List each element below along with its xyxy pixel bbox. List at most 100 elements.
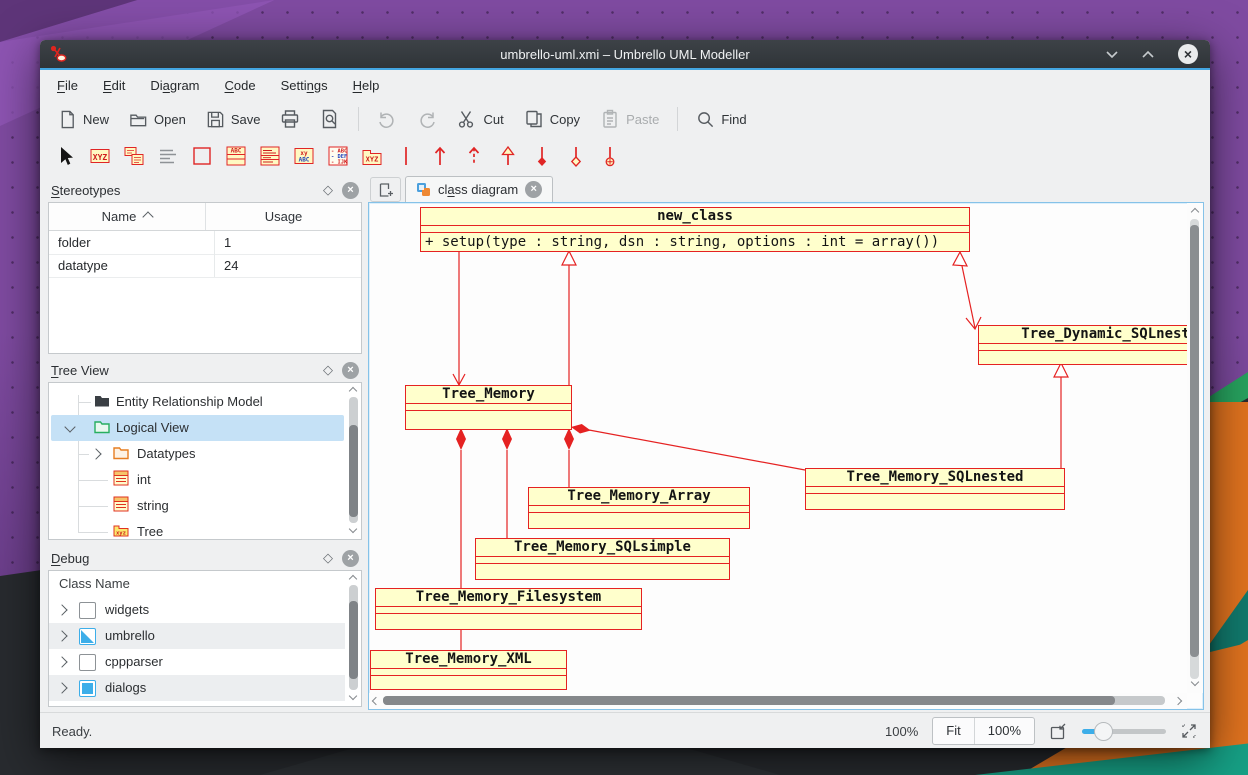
float-dock-icon[interactable]: ◇ [323,362,333,377]
scroll-down-icon[interactable] [1190,677,1200,687]
checkbox-unchecked[interactable] [79,602,96,619]
scroll-up-icon[interactable] [348,574,358,584]
minimize-button[interactable] [1106,50,1118,58]
close-dock-button[interactable]: × [342,361,359,379]
menu-file[interactable]: File [57,77,78,93]
close-dock-button[interactable]: × [342,181,359,199]
menu-settings[interactable]: Settings [280,77,328,93]
undo-button[interactable] [367,104,407,134]
table-row[interactable]: datatype 24 [49,254,361,278]
tree-item-tree[interactable]: xyz Tree [49,519,345,539]
composition-tree-memory-array[interactable] [564,428,574,488]
menu-edit[interactable]: Edit [102,77,126,93]
generalization-sqlnested-tree-dynamic[interactable] [1053,361,1069,468]
tree-item-string[interactable]: string [49,493,345,519]
menu-code[interactable]: Code [224,77,256,93]
copy-button[interactable]: Copy [514,104,590,134]
menu-help[interactable]: Help [352,77,380,93]
interface-tool[interactable] [256,142,284,170]
class-tool[interactable]: ABC [222,142,250,170]
uml-class-tree-memory-array[interactable]: Tree_Memory_Array [528,487,750,529]
stereotypes-dock-header[interactable]: Stereotypes ◇ × [48,178,362,202]
fit-button[interactable]: Fit [946,723,961,738]
expander-right-icon[interactable] [56,630,68,642]
diagram-canvas[interactable]: new_class + setup(type : string, dsn : s… [368,202,1204,710]
scrollbar-thumb[interactable] [1190,225,1199,657]
print-preview-button[interactable] [310,104,350,134]
dependency-tool[interactable] [460,142,488,170]
horizontal-scrollbar[interactable] [369,693,1187,709]
tree-item-entity-relationship-model[interactable]: Entity Relationship Model [49,389,345,415]
directed-association-tool[interactable] [426,142,454,170]
debug-dock-header[interactable]: Debug ◇ × [48,546,362,570]
scroll-down-icon[interactable] [348,524,358,534]
debug-item-widgets[interactable]: widgets [49,597,345,623]
tab-class-diagram[interactable]: class diagram × [405,176,554,202]
uml-class-tree-memory-sqlnested[interactable]: Tree_Memory_SQLnested [805,468,1065,510]
box-tool[interactable] [188,142,216,170]
composition-tool[interactable] [528,142,556,170]
checkbox-unchecked[interactable] [79,654,96,671]
uml-class-tree-memory-sqlsimple[interactable]: Tree_Memory_SQLsimple [475,538,730,580]
column-header-name[interactable]: Name [49,203,206,230]
expander-right-icon[interactable] [56,682,68,694]
aggregation-tool[interactable] [562,142,590,170]
expander-right-icon[interactable] [90,448,102,460]
expander-down-icon[interactable] [64,421,76,433]
expander-right-icon[interactable] [56,656,68,668]
object-tool[interactable]: XYZ [86,142,114,170]
containment-tool[interactable] [596,142,624,170]
expander-right-icon[interactable] [56,604,68,616]
tree-item-datatypes[interactable]: Datatypes [49,441,345,467]
tree-item-logical-view[interactable]: Logical View [49,415,345,441]
redo-button[interactable] [407,104,447,134]
scroll-down-icon[interactable] [348,691,358,701]
column-header-usage[interactable]: Usage [264,209,303,224]
find-button[interactable]: Find [686,104,756,134]
uml-class-new-class[interactable]: new_class + setup(type : string, dsn : s… [420,207,970,252]
association-tool[interactable] [392,142,420,170]
tree-item-int[interactable]: int [49,467,345,493]
save-button[interactable]: Save [196,104,271,134]
association-new-class-tree-memory[interactable] [452,250,466,387]
uml-class-tree-memory[interactable]: Tree_Memory [405,385,572,430]
scroll-left-icon[interactable] [371,696,381,706]
close-tab-button[interactable]: × [525,181,543,198]
uml-class-tree-memory-filesystem[interactable]: Tree_Memory_Filesystem [375,588,642,630]
zoom-100-button[interactable]: 100% [973,718,1034,744]
association-new-class-tree-dynamic[interactable] [952,250,982,331]
generalization-tool[interactable] [494,142,522,170]
scrollbar-thumb[interactable] [349,601,358,679]
menu-diagram[interactable]: Diagram [150,77,200,93]
generalization-tree-memory-new-class[interactable] [561,249,577,385]
composition-tree-memory-sqlsimple[interactable] [502,428,512,539]
paste-button[interactable]: Paste [590,104,669,134]
table-row[interactable]: folder 1 [49,231,361,255]
scroll-right-icon[interactable] [1173,696,1183,706]
composition-tree-memory-sqlnested[interactable] [571,424,806,471]
cut-button[interactable]: Cut [447,104,513,134]
checkbox-checked[interactable] [79,680,96,697]
zoom-slider[interactable] [1082,721,1166,741]
float-dock-icon[interactable]: ◇ [323,182,333,197]
close-button[interactable]: × [1178,44,1198,64]
new-tab-button[interactable] [370,177,401,202]
scroll-up-icon[interactable] [348,386,358,396]
enum-tool[interactable]: - ABC - DEF - IJK [324,142,352,170]
vertical-scrollbar[interactable] [1187,203,1203,693]
datatype-tool[interactable]: xy ABC [290,142,318,170]
checkbox-partial[interactable] [79,628,96,645]
scrollbar-thumb[interactable] [383,696,1115,705]
fullscreen-icon[interactable] [1180,722,1198,740]
instance-tool[interactable] [120,142,148,170]
uml-class-tree-memory-xml[interactable]: Tree_Memory_XML [370,650,567,690]
uml-class-tree-dynamic-sqlnested[interactable]: Tree_Dynamic_SQLnested [978,325,1203,365]
print-button[interactable] [270,104,310,134]
close-dock-button[interactable]: × [342,549,359,567]
package-tool[interactable]: XYZ [358,142,386,170]
shrink-to-fit-icon[interactable] [1049,722,1068,741]
float-dock-icon[interactable]: ◇ [323,550,333,565]
debug-item-cppparser[interactable]: cppparser [49,649,345,675]
scroll-up-icon[interactable] [1190,207,1200,217]
new-button[interactable]: New [48,104,119,134]
